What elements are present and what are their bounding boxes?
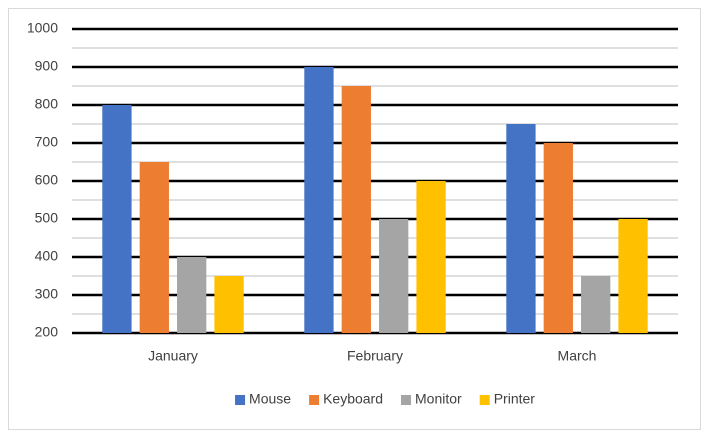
bar (214, 276, 244, 333)
legend-swatch (479, 395, 490, 405)
bar (618, 219, 648, 333)
bar (139, 162, 169, 333)
y-tick-label: 900 (35, 58, 59, 74)
bar (416, 181, 446, 333)
bar (379, 219, 409, 333)
bar (304, 67, 334, 333)
y-tick-label: 500 (35, 210, 59, 226)
y-tick-label: 200 (35, 324, 59, 340)
x-tick-label: February (347, 348, 403, 364)
legend-swatch (309, 395, 320, 405)
bar (543, 143, 573, 333)
legend-swatch (235, 395, 246, 405)
legend-label: Mouse (249, 391, 291, 407)
y-tick-label: 800 (35, 96, 59, 112)
x-tick-label: March (558, 348, 597, 364)
legend-label: Keyboard (323, 391, 383, 407)
legend-label: Printer (494, 391, 536, 407)
bar (341, 86, 371, 333)
legend-label: Monitor (415, 391, 462, 407)
bar (506, 124, 536, 333)
legend-swatch (401, 395, 412, 405)
x-tick-label: January (148, 348, 198, 364)
bar (581, 276, 611, 333)
bar (102, 105, 132, 333)
y-tick-label: 600 (35, 172, 59, 188)
y-tick-label: 400 (35, 248, 59, 264)
y-tick-label: 700 (35, 134, 59, 150)
y-tick-label: 300 (35, 286, 59, 302)
bar (177, 257, 207, 333)
y-tick-label: 1000 (27, 20, 58, 36)
